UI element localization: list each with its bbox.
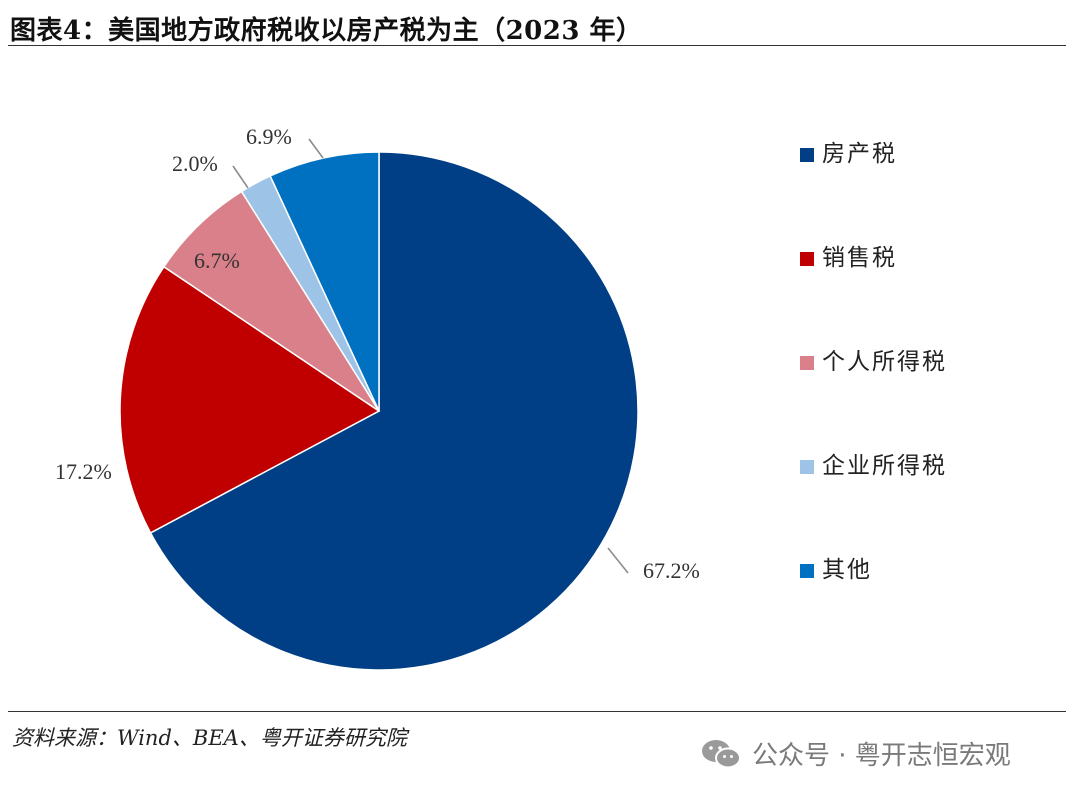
title-divider: [8, 45, 1066, 46]
legend-swatch-other: [800, 564, 814, 578]
legend-swatch-property-tax: [800, 148, 814, 162]
watermark-text: 公众号 · 粤开志恒宏观: [752, 741, 1011, 771]
leader-line-property-tax: [607, 547, 629, 574]
pie-slices: [119, 151, 639, 671]
data-labels: 67.2% 17.2% 6.7% 2.0% 6.9%: [55, 124, 700, 583]
legend-label-sales-tax: 销售税: [822, 245, 897, 271]
legend-swatch-corporate-income-tax: [800, 460, 814, 474]
chart-title: 图表4：美国地方政府税收以房产税为主（2023 年）: [10, 16, 643, 46]
source-note: 资料来源：Wind、BEA、粤开证券研究院: [12, 726, 407, 750]
legend-label-corporate-income-tax: 企业所得税: [822, 453, 947, 479]
legend-swatch-personal-income-tax: [800, 356, 814, 370]
leader-line-corporate-income-tax: [232, 165, 249, 189]
source-divider: [8, 711, 1066, 712]
pie-slice-sales-tax: [119, 265, 381, 534]
leader-line-other: [308, 138, 324, 159]
data-label-other: 6.9%: [246, 124, 292, 149]
pie-slice-other: [269, 151, 380, 412]
data-label-corporate-income-tax: 2.0%: [172, 151, 218, 176]
legend-swatch-sales-tax: [800, 252, 814, 266]
pie-slice-personal-income-tax: [162, 190, 380, 412]
legend-label-personal-income-tax: 个人所得税: [822, 349, 947, 375]
data-label-sales-tax: 17.2%: [55, 459, 112, 484]
wechat-icon: [702, 739, 741, 768]
legend-label-property-tax: 房产税: [822, 141, 897, 167]
data-label-personal-income-tax: 6.7%: [194, 248, 240, 273]
leader-lines: [232, 138, 629, 574]
legend-label-other: 其他: [822, 557, 872, 583]
data-label-property-tax: 67.2%: [643, 558, 700, 583]
watermark: 公众号 · 粤开志恒宏观: [700, 735, 1011, 772]
pie-slice-property-tax: [149, 151, 639, 671]
